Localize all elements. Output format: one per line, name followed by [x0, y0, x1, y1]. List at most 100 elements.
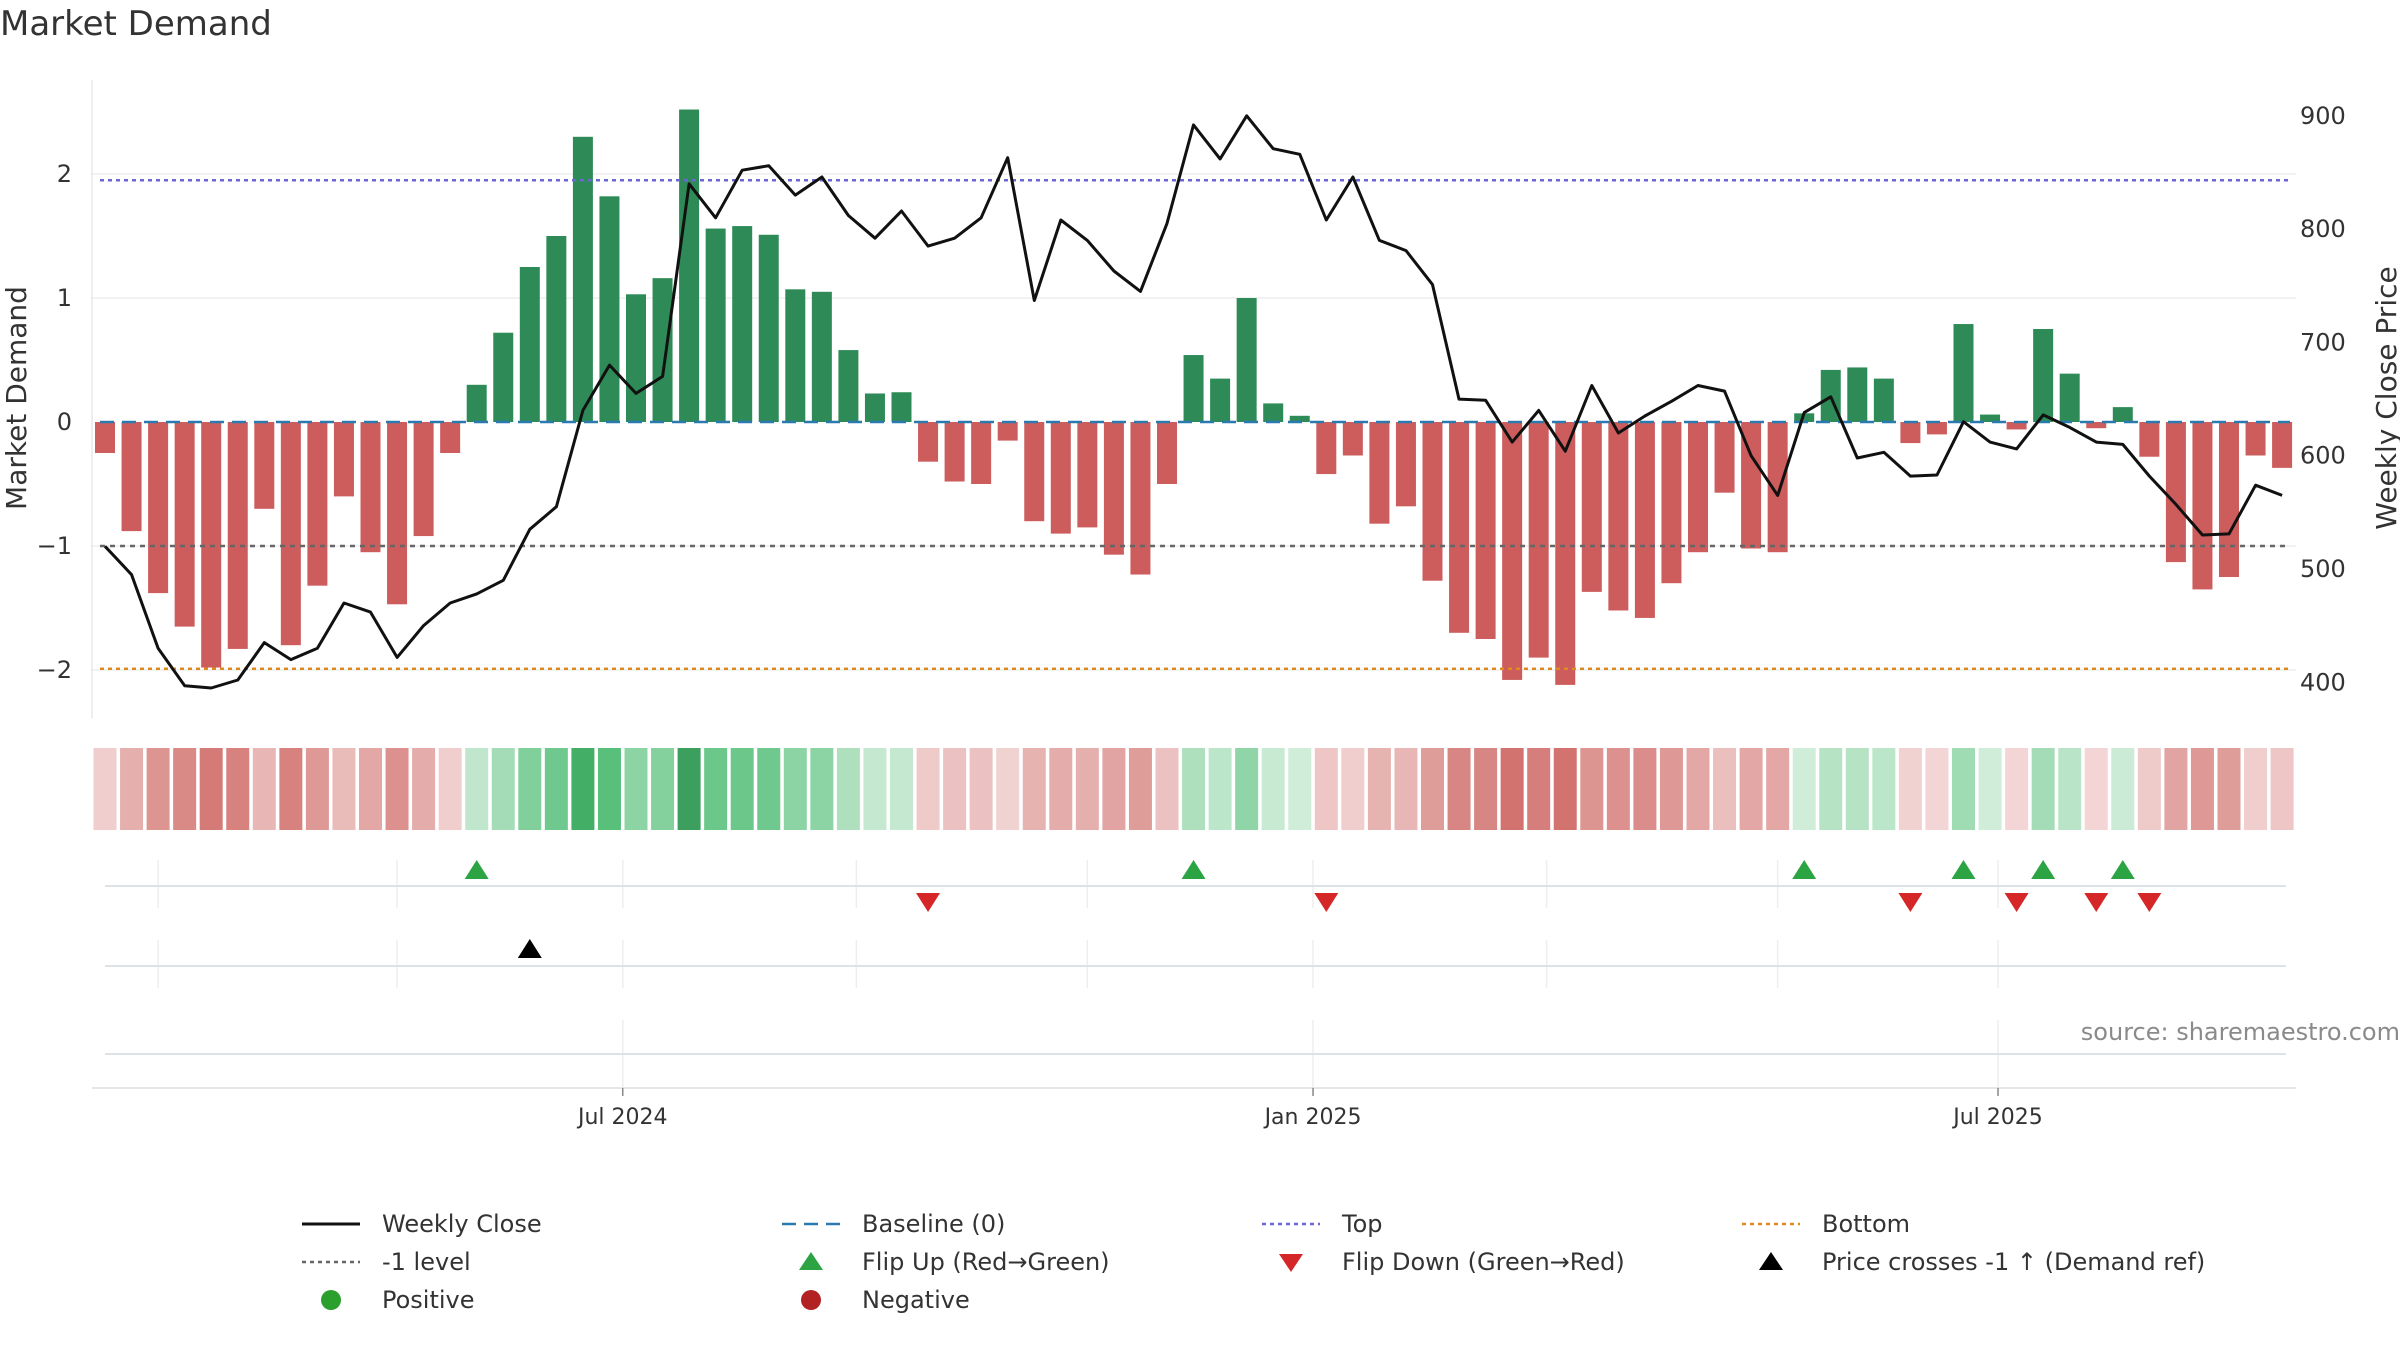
flip-up-marker: [1181, 860, 1206, 879]
legend-item: Positive: [300, 1286, 780, 1314]
heat-strip-cell: [996, 748, 1020, 830]
demand-bar-positive: [1980, 414, 2001, 422]
demand-bar-positive: [599, 196, 620, 422]
demand-bar-negative: [254, 422, 275, 509]
heat-strip-cell: [1341, 748, 1365, 830]
demand-bar-negative: [1741, 422, 1762, 549]
heat-strip-cell: [2244, 748, 2268, 830]
demand-bar-negative: [1555, 422, 1576, 685]
demand-bar-negative: [1103, 422, 1124, 555]
legend-label: Positive: [382, 1286, 475, 1314]
weekly-close-line: [103, 114, 2283, 690]
demand-bar-positive: [1263, 403, 1284, 422]
demand-bar-positive: [838, 350, 859, 422]
demand-bar-negative: [2006, 422, 2027, 430]
heat-strip-cell: [1421, 748, 1444, 830]
heat-strip-cell: [916, 748, 940, 830]
demand-bar-positive: [466, 384, 487, 422]
heat-strip-cell: [2111, 748, 2135, 830]
x-tick-label: Jul 2025: [1951, 1105, 2043, 1130]
heat-strip-cell: [2217, 748, 2241, 830]
heat-strip-cell: [173, 748, 197, 830]
heat-strip-cell: [1633, 748, 1657, 830]
left-tick-label: 2: [57, 160, 72, 188]
heat-strip-cell: [1872, 748, 1896, 830]
demand-bar-positive: [2033, 329, 2054, 422]
heat-strip-cell: [2058, 748, 2082, 830]
demand-bar-negative: [1714, 422, 1735, 493]
x-tick-label: Jul 2024: [576, 1105, 668, 1130]
left-tick-label: 1: [57, 284, 72, 312]
legend-label: Bottom: [1822, 1210, 1911, 1238]
legend-item: Top: [1260, 1210, 1740, 1238]
heat-strip-cell: [359, 748, 382, 830]
heat-strip-cell: [571, 748, 595, 830]
heat-strip-cell: [1474, 748, 1498, 830]
demand-bar-positive: [785, 289, 806, 422]
demand-bar-positive: [2059, 373, 2080, 422]
heat-strip-cell: [1553, 748, 1577, 830]
market-demand-chart: −2 −1 0 1 2 400 500 600 700 800 900 Market Demand We…: [0, 80, 2400, 1130]
demand-bar-positive: [864, 393, 885, 422]
demand-bar-negative: [1926, 422, 1947, 435]
demand-bar-negative: [307, 422, 328, 586]
heat-strip-cell: [491, 748, 515, 830]
legend-item: Flip Up (Red→Green): [780, 1248, 1260, 1276]
demand-bar-negative: [1502, 422, 1523, 680]
demand-bar-negative: [2165, 422, 2186, 563]
demand-bar-negative: [944, 422, 965, 482]
legend-label: Weekly Close: [382, 1210, 542, 1238]
demand-bar-positive: [572, 136, 593, 423]
heat-strip-cell: [305, 748, 329, 830]
demand-bar-negative: [2245, 422, 2266, 456]
heat-strip-cell: [438, 748, 462, 830]
legend-item: Bottom: [1740, 1210, 2250, 1238]
chart-title: Market Demand: [0, 4, 272, 44]
demand-bar-positive: [493, 332, 514, 422]
legend-item: Flip Down (Green→Red): [1260, 1248, 1740, 1276]
heat-strip-cell: [1208, 748, 1232, 830]
heat-strip-cell: [624, 748, 648, 830]
legend-swatch: [801, 1290, 821, 1310]
heat-strip-cell: [332, 748, 356, 830]
demand-bar-negative: [1077, 422, 1098, 528]
demand-bar-negative: [2086, 422, 2107, 429]
demand-bar-negative: [387, 422, 408, 605]
demand-bar-negative: [1395, 422, 1416, 507]
heat-strip-cell: [969, 748, 993, 830]
right-axis-title: Weekly Close Price: [2370, 266, 2400, 529]
legend-label: Price crosses -1 ↑ (Demand ref): [1822, 1248, 2206, 1276]
demand-bar-positive: [705, 228, 726, 422]
heat-strip-cell: [1580, 748, 1604, 830]
flip-down-marker: [2084, 893, 2109, 912]
legend-swatch: [1279, 1254, 1303, 1272]
legend-label: Flip Up (Red→Green): [862, 1248, 1110, 1276]
legend-swatch: [1742, 1222, 1800, 1226]
flip-up-marker: [2110, 860, 2135, 879]
heat-strip-cell: [836, 748, 860, 830]
heat-strip-cell: [730, 748, 754, 830]
chart-legend: Weekly Close Baseline (0) Top Bottom -1 leve…: [300, 1210, 2250, 1314]
heat-strip-cell: [2137, 748, 2161, 830]
legend-item: -1 level: [300, 1248, 780, 1276]
demand-bar-negative: [174, 422, 195, 627]
heat-strip-cell: [677, 748, 701, 830]
right-tick-label: 900: [2300, 102, 2346, 130]
heat-strip-cell: [544, 748, 568, 830]
legend-swatch: [799, 1252, 823, 1270]
heat-strip-cell: [385, 748, 409, 830]
demand-bar-negative: [1528, 422, 1549, 658]
demand-bar-negative: [2192, 422, 2213, 590]
flip-down-marker: [2004, 893, 2029, 912]
demand-bar-positive: [1289, 415, 1310, 422]
demand-bar-positive: [811, 291, 832, 422]
heat-strip-cell: [1952, 748, 1975, 830]
flip-up-marker: [1792, 860, 1817, 879]
legend-item: Weekly Close: [300, 1210, 780, 1238]
price-cross-marker: [517, 939, 542, 958]
heat-strip-cell: [465, 748, 489, 830]
heat-strip-cell: [1686, 748, 1710, 830]
heat-strip-cell: [1819, 748, 1843, 830]
x-tick-label: Jan 2025: [1263, 1105, 1362, 1130]
heat-strip-cell: [279, 748, 303, 830]
